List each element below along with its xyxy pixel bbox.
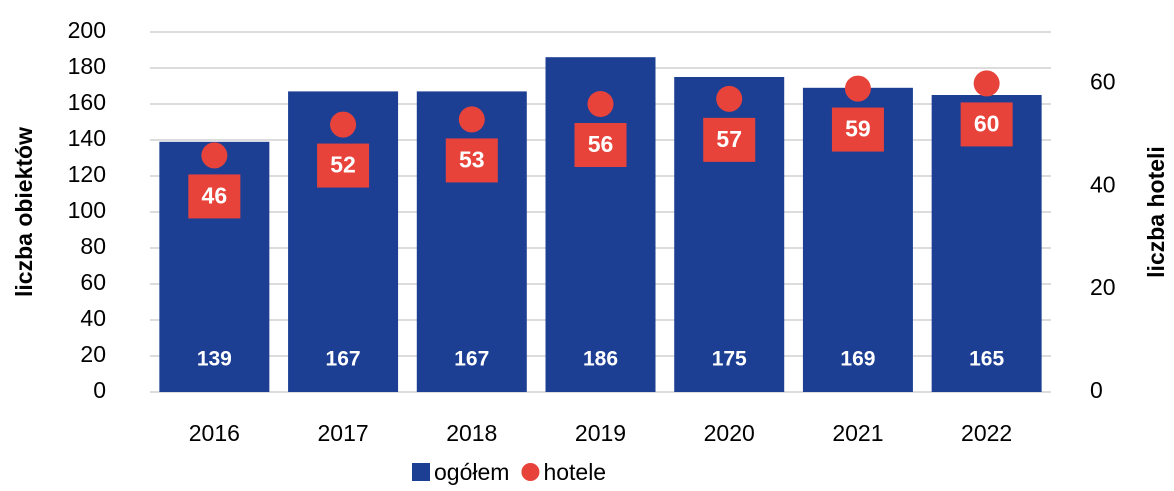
bar-value-label: 167 — [454, 348, 489, 371]
bar-value-label: 167 — [326, 348, 361, 371]
legend-swatch — [412, 463, 430, 481]
y-tick-label: 160 — [68, 89, 106, 115]
dot-label-box — [445, 138, 498, 183]
dot — [844, 75, 871, 102]
y-tick-label: 140 — [68, 125, 106, 151]
y-tick-label: 20 — [80, 341, 106, 367]
y-tick-label: 180 — [68, 53, 106, 79]
y-tick-label: 120 — [68, 161, 106, 187]
bar — [288, 91, 399, 393]
x-tick-label: 2016 — [189, 420, 240, 446]
y-tick-label: 0 — [93, 377, 106, 403]
dot-value-label: 56 — [588, 131, 614, 157]
y2-axis-label: liczba hoteli — [1143, 146, 1169, 278]
dot — [201, 142, 228, 169]
legend-label: ogółem — [434, 459, 509, 485]
bar-value-label: 165 — [969, 348, 1004, 371]
dot-value-label: 60 — [974, 111, 1000, 137]
x-tick-label: 2018 — [446, 420, 497, 446]
dot-label-box — [831, 107, 884, 152]
bar-value-label: 175 — [712, 348, 747, 371]
y2-tick-label: 60 — [1090, 69, 1116, 95]
dot — [973, 70, 1000, 97]
y-tick-label: 40 — [80, 305, 106, 331]
y-tick-label: 100 — [68, 197, 106, 223]
y2-tick-label: 0 — [1090, 377, 1103, 403]
dot-label-box — [703, 117, 756, 162]
x-tick-label: 2017 — [317, 420, 368, 446]
dot — [716, 85, 743, 112]
x-tick-label: 2019 — [575, 420, 626, 446]
dot-label-box — [188, 174, 241, 219]
y-axis-label: liczba obiektów — [11, 127, 37, 297]
x-tick-label: 2020 — [704, 420, 755, 446]
y-tick-label: 60 — [80, 269, 106, 295]
dot — [330, 111, 357, 138]
dot-label-box — [960, 102, 1013, 147]
bar-value-label: 139 — [197, 348, 232, 371]
y2-tick-label: 40 — [1090, 171, 1116, 197]
bar-value-label: 169 — [840, 348, 875, 371]
dot-label-box — [574, 123, 627, 167]
dot-value-label: 46 — [202, 183, 228, 209]
dot-value-label: 57 — [716, 126, 742, 152]
dot — [587, 91, 614, 117]
y-tick-label: 80 — [80, 233, 106, 259]
x-tick-label: 2021 — [832, 420, 883, 446]
legend-label: hotele — [543, 459, 606, 485]
y-tick-label: 200 — [68, 17, 106, 43]
dot-label-box — [317, 143, 370, 188]
dot — [458, 106, 485, 133]
bar-value-label: 186 — [583, 348, 618, 371]
legend-swatch — [521, 463, 540, 481]
y2-tick-label: 20 — [1090, 274, 1116, 300]
dot-value-label: 59 — [845, 116, 871, 142]
dot-value-label: 52 — [330, 152, 356, 178]
dot-value-label: 53 — [459, 147, 485, 173]
x-tick-label: 2022 — [961, 420, 1012, 446]
